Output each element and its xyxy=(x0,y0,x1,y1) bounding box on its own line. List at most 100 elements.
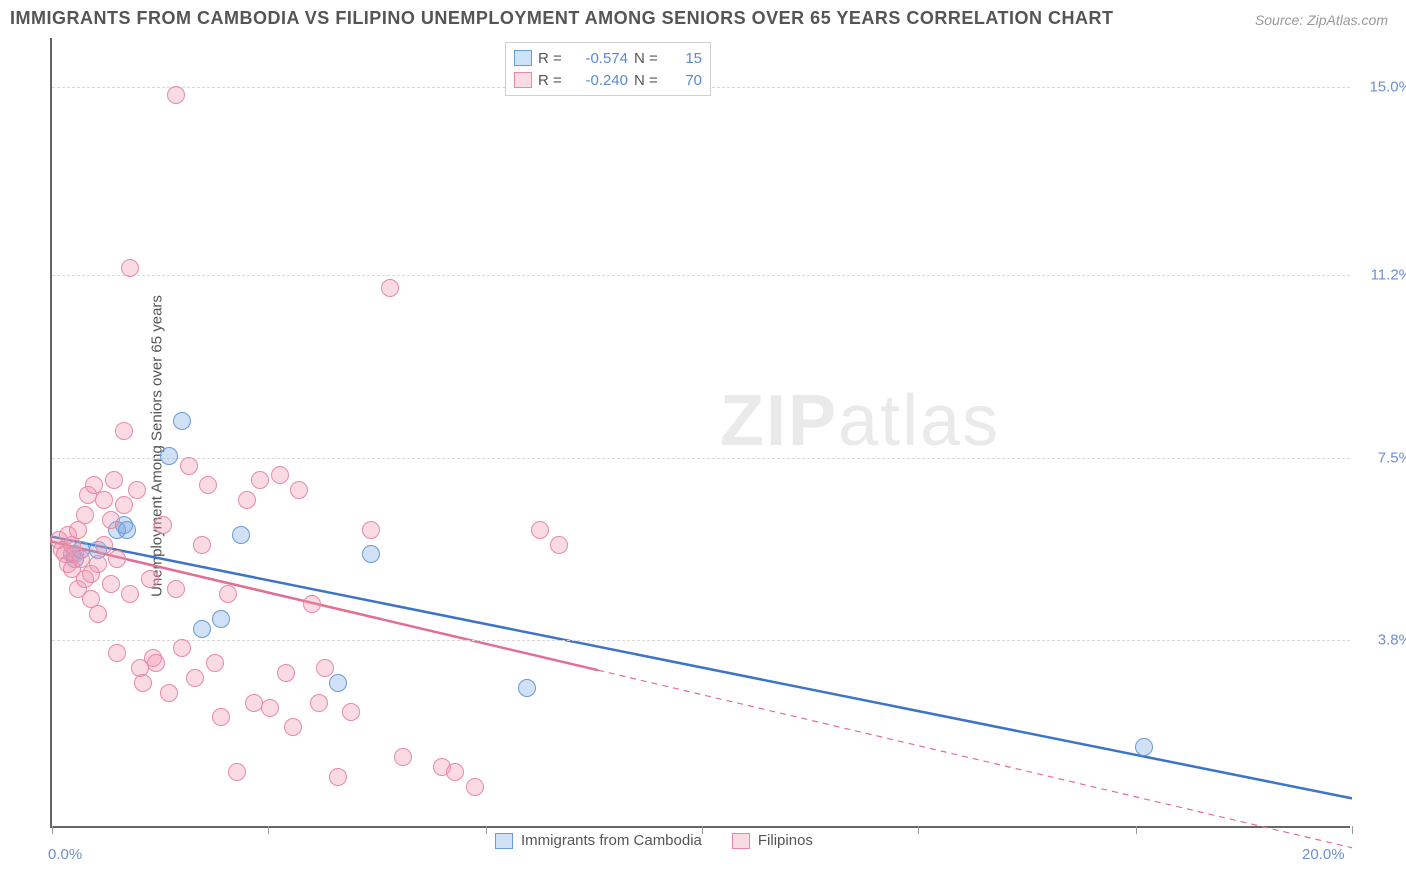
scatter-point xyxy=(245,694,263,712)
scatter-point xyxy=(95,491,113,509)
scatter-point xyxy=(1135,738,1153,756)
scatter-point xyxy=(115,496,133,514)
source-attribution: Source: ZipAtlas.com xyxy=(1255,12,1388,28)
scatter-point xyxy=(550,536,568,554)
scatter-point xyxy=(531,521,549,539)
scatter-point xyxy=(381,279,399,297)
scatter-point xyxy=(277,664,295,682)
y-tick-label: 11.2% xyxy=(1371,267,1406,284)
scatter-point xyxy=(238,491,256,509)
scatter-point xyxy=(212,708,230,726)
scatter-point xyxy=(134,674,152,692)
x-tick xyxy=(1136,826,1137,834)
scatter-point xyxy=(115,422,133,440)
gridline-horizontal xyxy=(52,275,1350,276)
scatter-point xyxy=(108,550,126,568)
n-label: N = xyxy=(634,50,662,67)
scatter-point xyxy=(154,516,172,534)
scatter-point xyxy=(167,580,185,598)
scatter-point xyxy=(362,545,380,563)
legend-swatch xyxy=(732,833,750,849)
scatter-point xyxy=(303,595,321,613)
scatter-point xyxy=(95,536,113,554)
correlation-legend-row: R = -0.574 N = 15 xyxy=(514,47,702,69)
scatter-point xyxy=(173,639,191,657)
scatter-point xyxy=(362,521,380,539)
n-value: 70 xyxy=(668,72,702,89)
scatter-point xyxy=(121,585,139,603)
r-value: -0.240 xyxy=(572,72,628,89)
trend-line-dashed xyxy=(598,670,1352,848)
x-tick xyxy=(268,826,269,834)
chart-title: IMMIGRANTS FROM CAMBODIA VS FILIPINO UNE… xyxy=(10,8,1114,29)
legend-label: Filipinos xyxy=(758,832,813,849)
scatter-point xyxy=(518,679,536,697)
scatter-point xyxy=(329,768,347,786)
scatter-point xyxy=(76,506,94,524)
legend-label: Immigrants from Cambodia xyxy=(521,832,702,849)
x-tick xyxy=(486,826,487,834)
scatter-point xyxy=(102,511,120,529)
legend-swatch xyxy=(495,833,513,849)
gridline-horizontal xyxy=(52,640,1350,641)
scatter-point xyxy=(173,412,191,430)
correlation-legend: R = -0.574 N = 15 R = -0.240 N = 70 xyxy=(505,42,711,96)
n-label: N = xyxy=(634,72,662,89)
scatter-point xyxy=(212,610,230,628)
scatter-point xyxy=(141,570,159,588)
scatter-point xyxy=(199,476,217,494)
scatter-point xyxy=(160,684,178,702)
trend-line-solid xyxy=(52,542,598,671)
scatter-point xyxy=(121,259,139,277)
scatter-point xyxy=(310,694,328,712)
scatter-point xyxy=(118,521,136,539)
scatter-point xyxy=(193,536,211,554)
scatter-point xyxy=(251,471,269,489)
n-value: 15 xyxy=(668,50,702,67)
x-tick xyxy=(52,826,53,834)
x-tick xyxy=(918,826,919,834)
scatter-point xyxy=(284,718,302,736)
scatter-point xyxy=(102,575,120,593)
x-tick-label: 0.0% xyxy=(48,846,82,863)
y-tick-label: 3.8% xyxy=(1378,632,1406,649)
scatter-point xyxy=(342,703,360,721)
y-tick-label: 15.0% xyxy=(1369,79,1406,96)
scatter-point xyxy=(193,620,211,638)
scatter-point xyxy=(128,481,146,499)
scatter-point xyxy=(180,457,198,475)
legend-item: Immigrants from Cambodia xyxy=(495,832,702,849)
scatter-point xyxy=(290,481,308,499)
trend-line xyxy=(52,537,1352,799)
r-label: R = xyxy=(538,50,566,67)
scatter-point xyxy=(466,778,484,796)
y-tick-label: 7.5% xyxy=(1378,449,1406,466)
scatter-point xyxy=(316,659,334,677)
scatter-point xyxy=(446,763,464,781)
correlation-legend-row: R = -0.240 N = 70 xyxy=(514,69,702,91)
scatter-point xyxy=(108,644,126,662)
scatter-point xyxy=(206,654,224,672)
scatter-point xyxy=(105,471,123,489)
r-value: -0.574 xyxy=(572,50,628,67)
scatter-point xyxy=(394,748,412,766)
gridline-horizontal xyxy=(52,458,1350,459)
x-tick xyxy=(1352,826,1353,834)
scatter-point xyxy=(219,585,237,603)
scatter-point xyxy=(329,674,347,692)
scatter-point xyxy=(89,605,107,623)
legend-item: Filipinos xyxy=(732,832,813,849)
legend-swatch xyxy=(514,50,532,66)
scatter-point xyxy=(271,466,289,484)
scatter-point xyxy=(261,699,279,717)
scatter-point xyxy=(232,526,250,544)
scatter-point xyxy=(228,763,246,781)
scatter-point xyxy=(89,555,107,573)
scatter-point xyxy=(167,86,185,104)
r-label: R = xyxy=(538,72,566,89)
scatter-point xyxy=(160,447,178,465)
legend-swatch xyxy=(514,72,532,88)
x-tick-label: 20.0% xyxy=(1302,846,1345,863)
scatter-point xyxy=(186,669,204,687)
series-legend: Immigrants from Cambodia Filipinos xyxy=(495,832,813,849)
